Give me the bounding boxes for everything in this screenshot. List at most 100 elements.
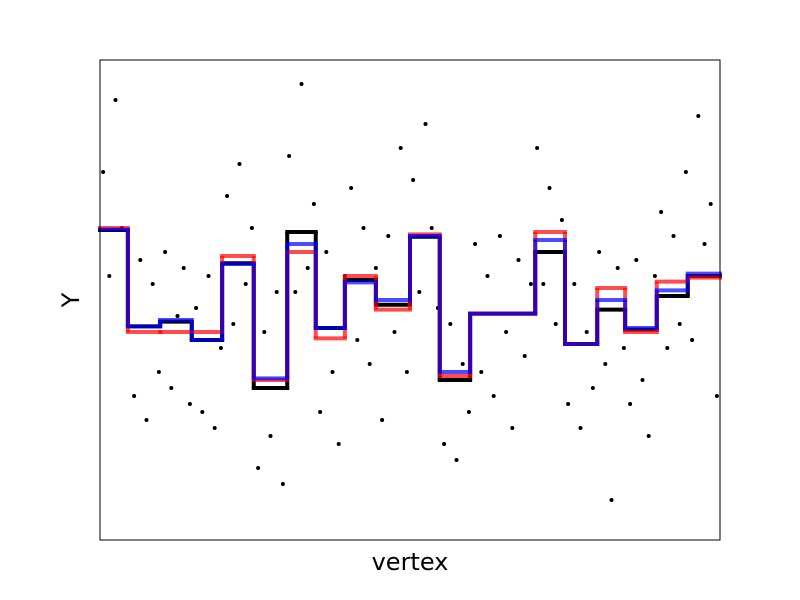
data-point	[380, 418, 385, 422]
data-point	[113, 98, 118, 102]
data-point	[138, 258, 143, 262]
data-point	[578, 426, 583, 430]
data-point	[287, 154, 292, 158]
data-point	[690, 338, 695, 342]
data-point	[696, 114, 701, 118]
data-point	[336, 442, 341, 446]
data-point	[330, 370, 335, 374]
data-point	[361, 226, 366, 230]
data-point	[237, 162, 242, 166]
data-point	[150, 282, 155, 286]
data-point	[107, 274, 112, 278]
data-point	[473, 242, 478, 246]
data-point	[491, 394, 496, 398]
data-point	[590, 386, 595, 390]
plot-frame	[99, 59, 721, 541]
data-point	[659, 210, 664, 214]
data-point	[101, 170, 106, 174]
data-point	[225, 194, 230, 198]
data-point	[454, 458, 459, 462]
data-point	[218, 346, 223, 350]
data-point	[349, 186, 354, 190]
data-point	[628, 402, 633, 406]
data-point	[702, 242, 707, 246]
data-point	[714, 394, 719, 398]
data-point	[212, 426, 217, 430]
data-point	[324, 250, 329, 254]
data-point	[677, 322, 682, 326]
data-point	[497, 234, 502, 238]
data-point	[708, 202, 713, 206]
data-point	[541, 282, 546, 286]
data-point	[256, 466, 261, 470]
data-point	[181, 266, 186, 270]
data-point	[528, 282, 533, 286]
data-point	[652, 274, 657, 278]
data-point	[559, 218, 564, 222]
data-point	[485, 274, 490, 278]
data-point	[262, 330, 267, 334]
data-point	[510, 426, 515, 430]
data-point	[522, 354, 527, 358]
data-point	[615, 266, 620, 270]
data-point	[429, 226, 434, 230]
data-point	[466, 410, 471, 414]
data-point	[572, 282, 577, 286]
data-point	[187, 402, 192, 406]
data-point	[398, 146, 403, 150]
data-point	[423, 122, 428, 126]
data-point	[206, 274, 211, 278]
data-point	[132, 394, 137, 398]
data-point	[163, 250, 168, 254]
data-point	[683, 170, 688, 174]
data-point	[386, 234, 391, 238]
data-point	[411, 178, 416, 182]
data-point	[299, 82, 304, 86]
data-point	[144, 418, 149, 422]
data-point	[621, 346, 626, 350]
data-point	[355, 338, 360, 342]
data-point	[566, 402, 571, 406]
data-point	[584, 330, 589, 334]
data-point	[671, 234, 676, 238]
data-point	[646, 434, 651, 438]
data-point	[392, 330, 397, 334]
data-point	[318, 410, 323, 414]
data-point	[268, 434, 273, 438]
data-point	[417, 290, 422, 294]
data-point	[460, 362, 465, 366]
data-point	[274, 290, 279, 294]
data-point	[293, 290, 298, 294]
data-point	[311, 202, 316, 206]
data-point	[200, 410, 205, 414]
data-point	[156, 370, 161, 374]
data-point	[175, 314, 180, 318]
data-point	[243, 282, 248, 286]
data-point	[553, 322, 558, 326]
y-axis-label: Y	[57, 292, 85, 308]
data-point	[280, 482, 285, 486]
data-point	[516, 258, 521, 262]
data-point	[634, 258, 639, 262]
data-point	[373, 266, 378, 270]
data-point	[609, 498, 614, 502]
data-point	[404, 370, 409, 374]
data-point	[448, 322, 453, 326]
data-point	[305, 266, 310, 270]
data-point	[479, 370, 484, 374]
data-point	[603, 362, 608, 366]
data-point	[640, 378, 645, 382]
data-point	[442, 442, 447, 446]
data-point	[231, 322, 236, 326]
data-point	[547, 186, 552, 190]
data-point	[249, 226, 254, 230]
data-point	[597, 250, 602, 254]
data-point	[535, 146, 540, 150]
data-point	[665, 346, 670, 350]
data-point	[194, 306, 199, 310]
data-point	[504, 330, 509, 334]
data-point	[169, 386, 174, 390]
data-point	[367, 362, 372, 366]
x-axis-label: vertex	[372, 548, 449, 576]
